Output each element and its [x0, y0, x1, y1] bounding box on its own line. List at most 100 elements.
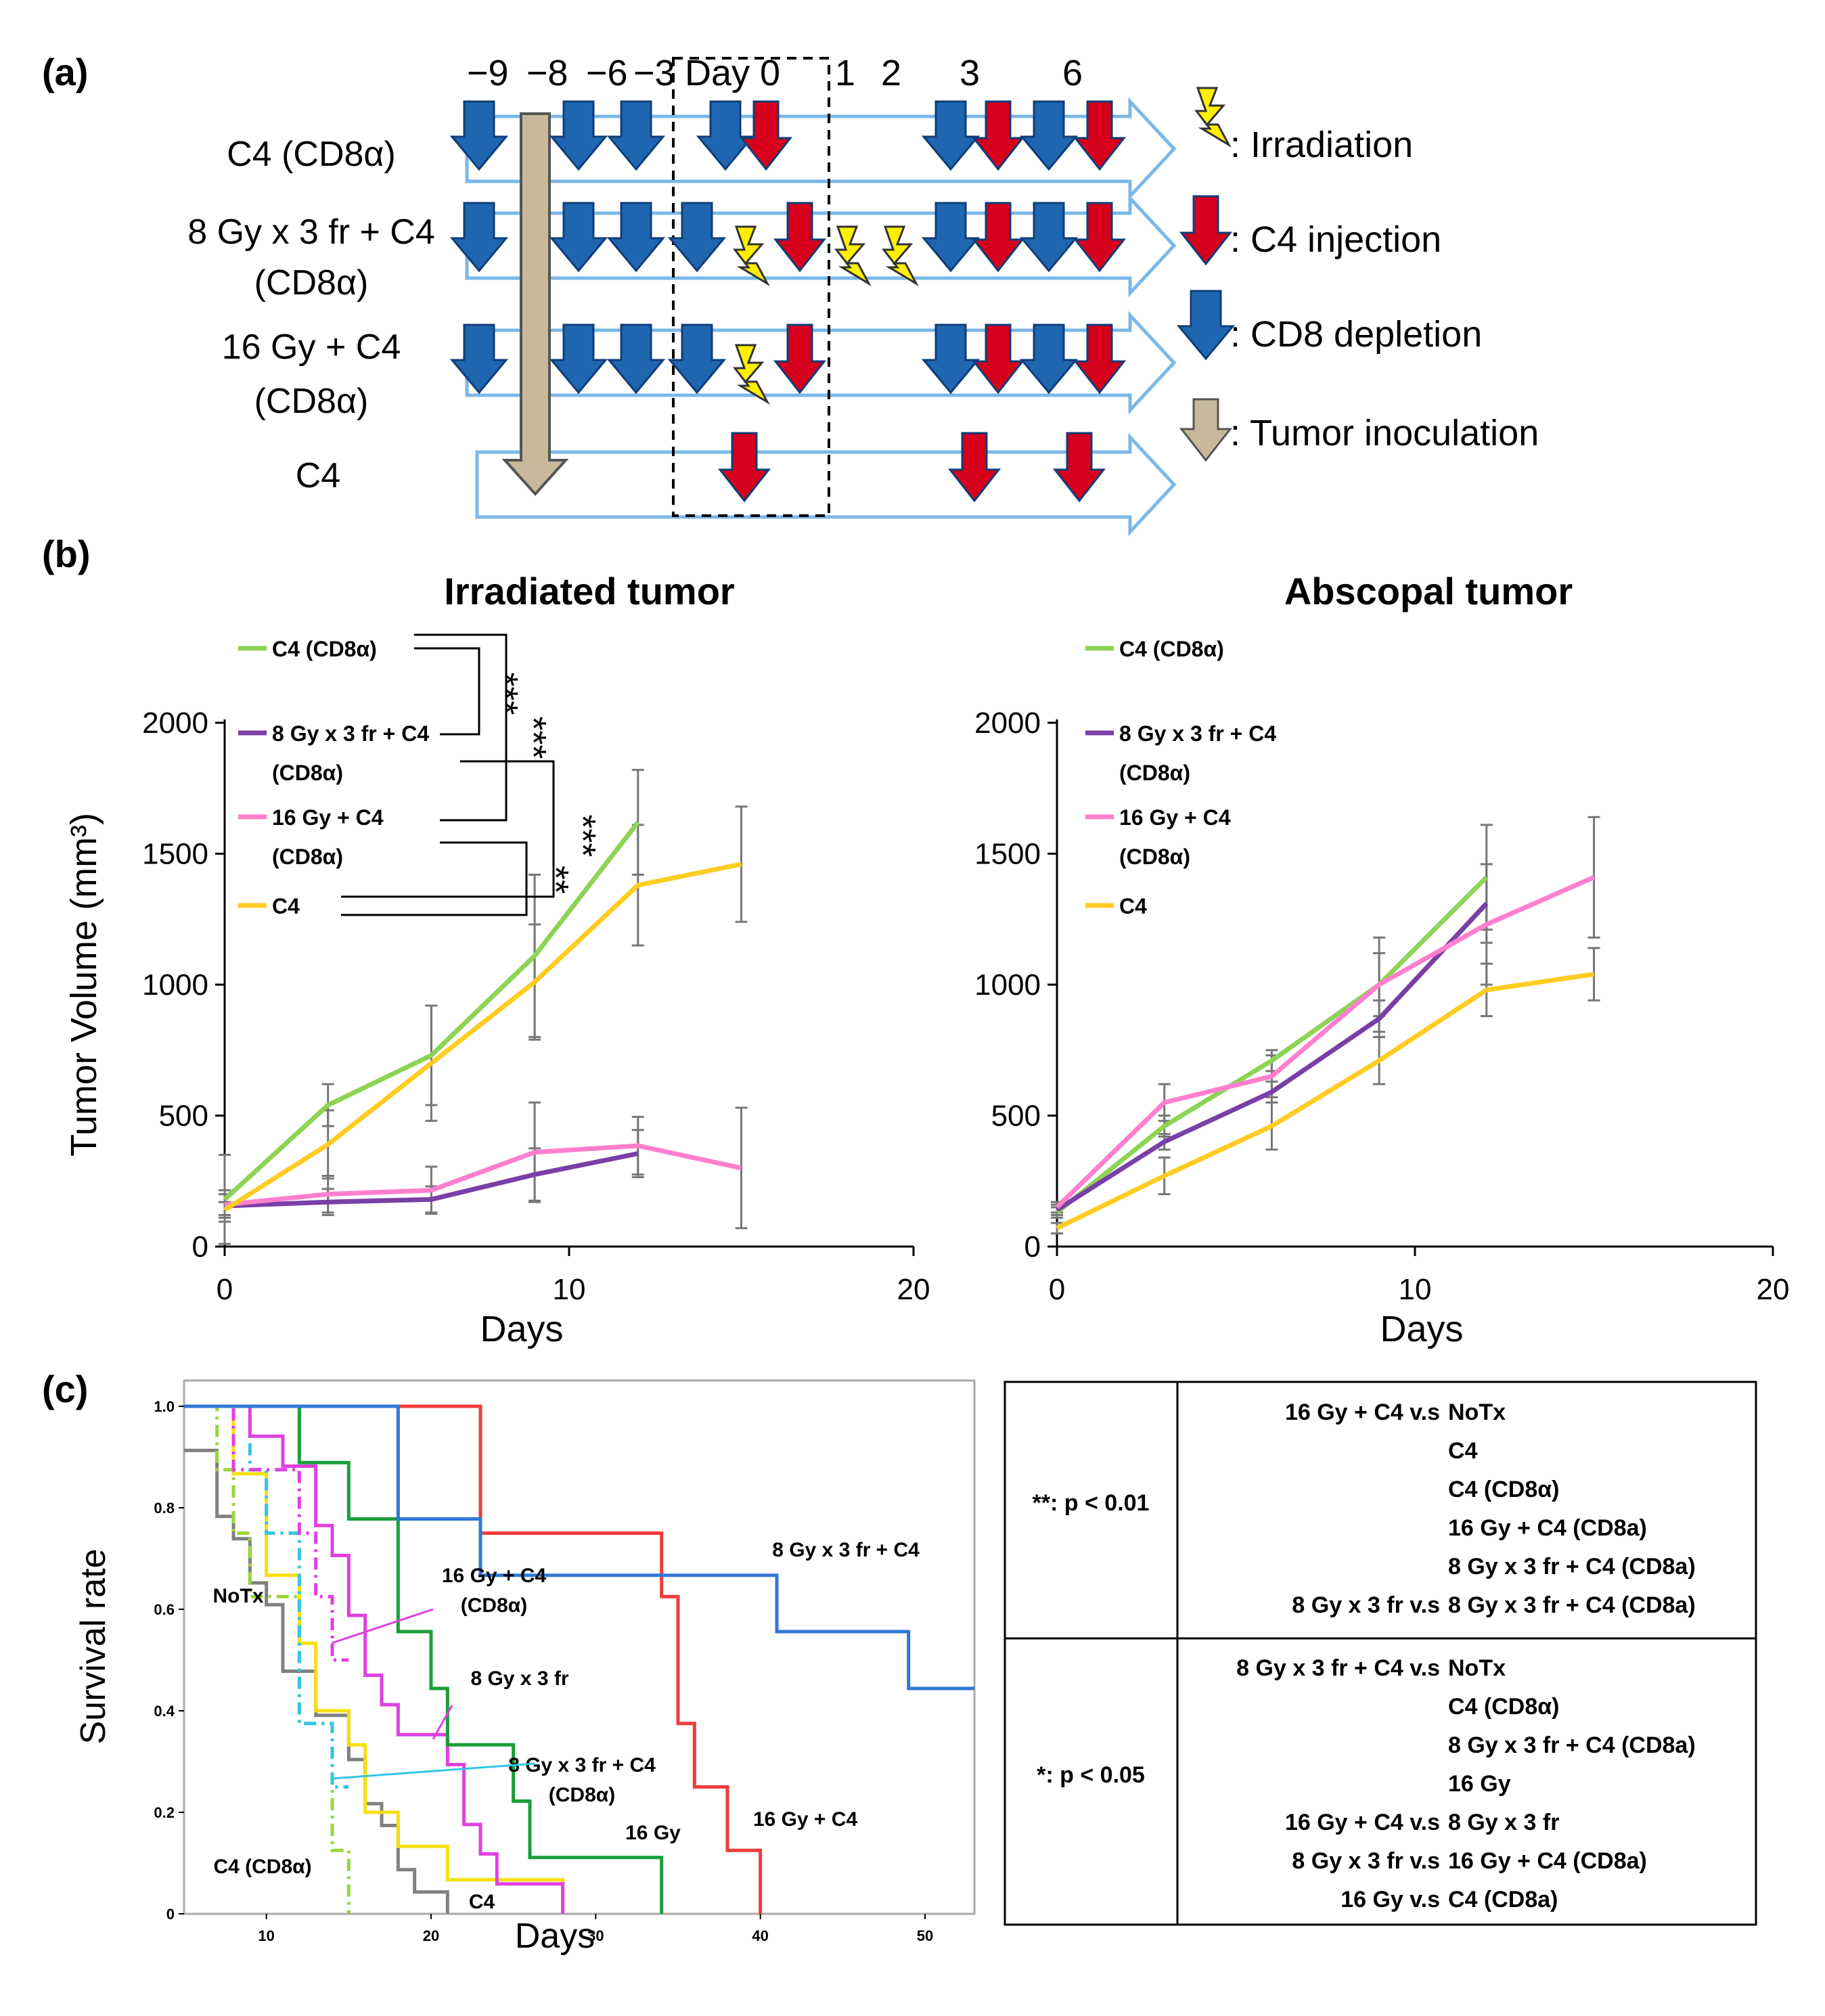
day-label-m6: −6: [586, 53, 628, 93]
km-label: 8 Gy x 3 fr: [470, 1667, 568, 1690]
legend-tumor-inoculation: : Tumor inoculation: [1230, 413, 1539, 453]
series-line-3: [223, 861, 742, 1212]
legend-label: 16 Gy + C4: [272, 805, 384, 830]
legend-label-cont: (CD8α): [272, 761, 343, 785]
km-label: NoTx: [213, 1585, 264, 1607]
leader-line: [332, 1762, 535, 1780]
km-curve-8: [184, 1404, 974, 1690]
km-label: C4 (CD8α): [213, 1856, 311, 1878]
km-curve-0: [184, 1448, 449, 1914]
tumor-inoculation-arrow: [501, 112, 569, 496]
stats-table: **: p < 0.01 16 Gy + C4 v.s NoTx C4 C4 (CD8α…: [1004, 1381, 1757, 1926]
y-tick-label: 1500: [142, 838, 208, 871]
comparison-right: C4 (CD8α): [1448, 1694, 1559, 1720]
comparison-right: 8 Gy x 3 fr + C4 (CD8a): [1448, 1732, 1696, 1758]
x-tick-label: 40: [752, 1927, 768, 1944]
comparison-right: C4 (CD8α): [1448, 1477, 1559, 1502]
series-line-2: [224, 1143, 742, 1207]
panel-c-label: (c): [42, 1368, 88, 1410]
irradiated-tumor-chart: Irradiated tumor 0 500 1000 1500 2000 0 10 20 Day…: [64, 570, 930, 1349]
x-tick-label: 10: [258, 1927, 274, 1944]
x-tick-label: 10: [1399, 1273, 1432, 1306]
y-tick-label: 1500: [974, 838, 1041, 871]
series-line-3: [1056, 972, 1595, 1231]
x-tick-label: 0: [1049, 1273, 1065, 1306]
km-curve-4: [184, 1404, 349, 1662]
km-label-cont: (CD8α): [549, 1784, 615, 1806]
x-tick-label: 20: [423, 1927, 439, 1944]
y-tick-label: 500: [991, 1100, 1041, 1133]
row-label-8gy-line2: (CD8α): [254, 263, 369, 303]
abscopal-tumor-chart: Abscopal tumor 0 500 1000 1500 2000 0 10 20 Days C…: [974, 570, 1789, 1349]
y-tick-label: 0: [166, 1906, 175, 1923]
y-tick-label: 0: [1024, 1230, 1041, 1263]
x-tick-label: 10: [553, 1273, 586, 1306]
significance-mark: ***: [485, 672, 525, 715]
legend-label: 8 Gy x 3 fr + C4: [272, 721, 429, 746]
row-label-c4-cd8a: C4 (CD8α): [227, 135, 396, 174]
blue-arrow-icon: [1177, 290, 1234, 360]
km-label: 8 Gy x 3 fr + C4: [772, 1539, 920, 1561]
row-label-c4: C4: [296, 456, 340, 495]
significance-mark: **: [535, 866, 576, 894]
km-label: 16 Gy + C4: [753, 1808, 858, 1831]
comparison-right: NoTx: [1448, 1655, 1506, 1681]
legend-label: C4: [1119, 894, 1147, 918]
day-label-m8: −8: [526, 53, 568, 93]
km-curve-2: [184, 1404, 351, 1914]
series-line-1: [224, 1151, 639, 1209]
km-label: 16 Gy: [625, 1822, 681, 1844]
y-tick-label: 0.8: [154, 1500, 175, 1517]
leader-line: [432, 1705, 453, 1740]
km-label: C4: [469, 1891, 495, 1913]
panel-b-label: (b): [42, 533, 91, 575]
y-tick-label: 1.0: [154, 1398, 175, 1415]
table-frame: [1004, 1381, 1757, 1926]
significance-mark: ***: [513, 716, 554, 759]
row-label-8gy-line1: 8 Gy x 3 fr + C4: [187, 212, 435, 252]
tan-arrow-icon: [1179, 398, 1233, 462]
y-tick-label: 2000: [974, 707, 1041, 740]
legend-irradiation: : Irradiation: [1230, 125, 1413, 165]
comparison-right: 8 Gy x 3 fr + C4 (CD8a): [1448, 1592, 1696, 1618]
x-tick-label: 30: [587, 1927, 604, 1944]
comparison-right: NoTx: [1448, 1399, 1506, 1425]
y-tick-label: 0.4: [154, 1703, 175, 1720]
legend-label: 8 Gy x 3 fr + C4: [1119, 721, 1276, 746]
y-tick-label: 0.6: [154, 1601, 175, 1618]
y-axis-label: Survival rate: [74, 1549, 113, 1745]
comparison-left: 8 Gy x 3 fr + C4 v.s: [1236, 1655, 1440, 1681]
day-label-0: Day 0: [685, 53, 780, 93]
survival-chart: 0 0.2 0.4 0.6 0.8 1.0 10 20 30 40 50 Survival rate D…: [74, 1379, 976, 1956]
km-curve-3: [184, 1404, 349, 1789]
x-axis-label: Days: [515, 1917, 595, 1956]
leader-line: [331, 1608, 434, 1644]
bracket: [414, 647, 480, 736]
km-curve-1: [184, 1404, 565, 1914]
schedule-legend: : Irradiation : C4 injection : CD8 deple…: [1177, 87, 1539, 462]
y-tick-label: 0.2: [154, 1804, 175, 1821]
chart-title: Irradiated tumor: [444, 570, 734, 612]
schedule-days: −9 −8 −6 −3 Day 0 1 2 3 6: [467, 53, 1083, 93]
x-tick-label: 50: [917, 1927, 933, 1944]
legend-label-cont: (CD8α): [1119, 761, 1190, 785]
timeline-arrow-row4: [475, 432, 1177, 537]
x-axis-label: Days: [480, 1309, 563, 1349]
day-label-m3: −3: [633, 53, 675, 93]
x-tick-label: 20: [1757, 1273, 1790, 1306]
y-tick-label: 2000: [142, 707, 208, 740]
legend-label: 16 Gy + C4: [1119, 805, 1231, 830]
y-tick-label: 500: [159, 1100, 208, 1133]
series-line-0: [223, 820, 640, 1201]
y-tick-label: 1000: [974, 968, 1041, 1002]
legend-label: C4: [272, 894, 300, 918]
y-tick-label: 1000: [142, 968, 208, 1002]
legend-cd8-depletion: : CD8 depletion: [1230, 314, 1482, 355]
legend-label: C4 (CD8α): [272, 637, 377, 661]
legend-label-cont: (CD8α): [272, 845, 343, 869]
km-curve-6: [184, 1404, 664, 1914]
y-tick-label: 0: [192, 1230, 208, 1263]
p-value-label: *: p < 0.05: [1037, 1762, 1145, 1788]
comparison-right: 16 Gy + C4 (CD8a): [1448, 1515, 1647, 1541]
